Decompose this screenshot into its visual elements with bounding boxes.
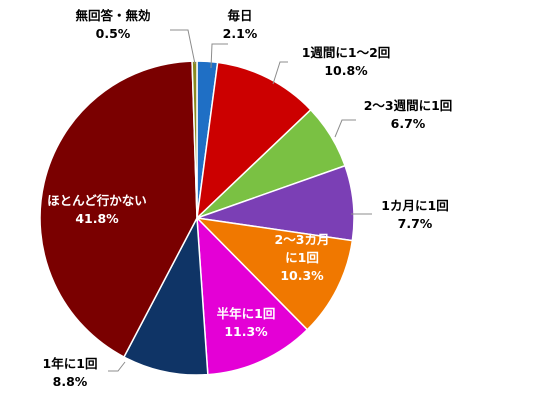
slice-label: 1カ月に1回 7.7% <box>381 198 448 231</box>
leader-lines <box>108 29 372 372</box>
slice-name-label: 1年に1回 <box>43 356 98 371</box>
slice-value-label: 41.8% <box>75 211 119 226</box>
slice-label: 1週間に1～2回 10.8% <box>302 45 391 78</box>
slice-value-label: 2.1% <box>223 26 258 41</box>
slice-name-label: 半年に1回 <box>217 306 276 321</box>
pie-slices <box>39 60 355 376</box>
leader-line <box>334 119 356 138</box>
slice-name-label: 1カ月に1回 <box>381 198 448 213</box>
slice-name-label: 1週間に1～2回 <box>302 45 391 60</box>
slice-name-label: 2～3週間に1回 <box>364 98 453 113</box>
pie-slice <box>194 216 354 331</box>
slice-label: 毎日 2.1% <box>223 8 258 41</box>
leader-line <box>210 43 228 69</box>
pie-slice <box>39 60 198 358</box>
leader-line <box>272 61 288 85</box>
slice-name-label: 2～3カ月 <box>275 232 330 247</box>
slice-value-label: 11.3% <box>224 324 268 339</box>
slice-label: 2～3週間に1回 6.7% <box>364 98 453 131</box>
slice-value-label: 6.7% <box>391 116 426 131</box>
slice-name-label: 毎日 <box>227 8 252 23</box>
slice-label: 半年に1回 11.3% <box>217 306 276 339</box>
leader-line <box>170 29 196 65</box>
slice-label: ほとんど行かない 41.8% <box>47 193 147 226</box>
slice-name-label: ほとんど行かない <box>47 193 147 208</box>
slice-label: 2～3カ月に1回 10.3% <box>275 232 330 283</box>
slice-value-label: 0.5% <box>96 26 131 41</box>
leader-line <box>108 361 126 372</box>
slice-value-label: 10.3% <box>280 268 324 283</box>
slice-name-label: に1回 <box>285 250 319 265</box>
slice-labels: 毎日 2.1% 1週間に1～2回 10.8% 2～3週間に1回 6.7% 1カ月に1回 7.7… <box>43 8 453 389</box>
slice-name-label: 無回答・無効 <box>75 8 150 23</box>
slice-label: 無回答・無効 0.5% <box>75 8 150 41</box>
slice-label: 1年に1回 8.8% <box>43 356 98 389</box>
slice-value-label: 7.7% <box>398 216 433 231</box>
slice-value-label: 10.8% <box>324 63 368 78</box>
pie-slice <box>196 216 309 376</box>
pie-slice <box>195 61 312 221</box>
slice-value-label: 8.8% <box>53 374 88 389</box>
pie-slice <box>122 215 209 376</box>
